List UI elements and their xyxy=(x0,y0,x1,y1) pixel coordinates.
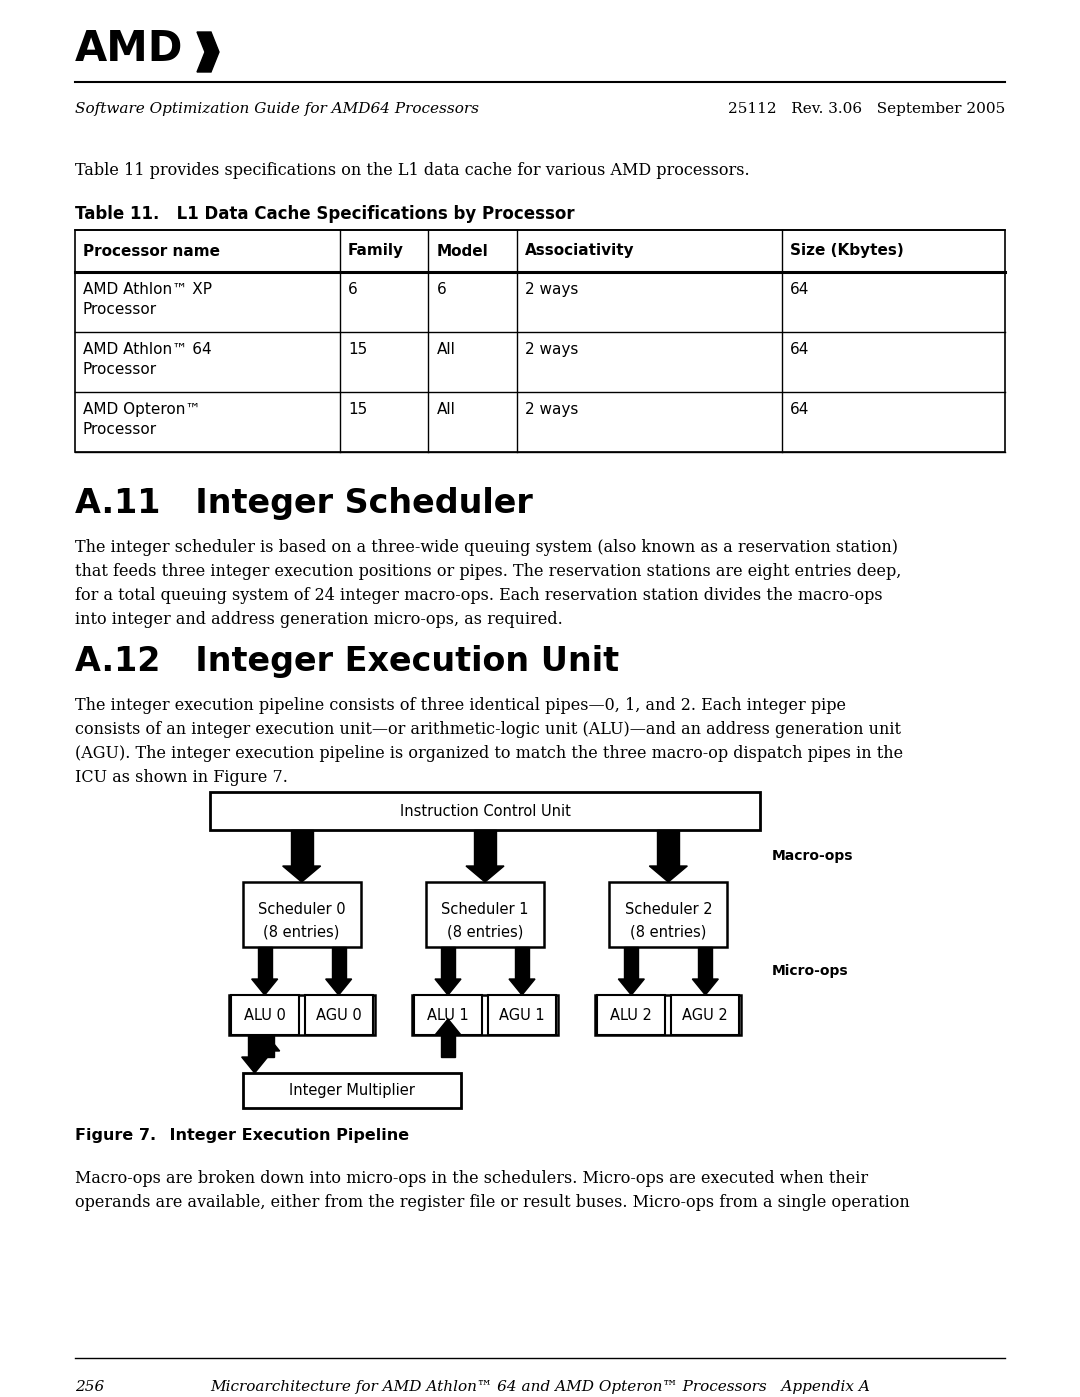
Polygon shape xyxy=(435,1018,461,1035)
Text: Size (Kbytes): Size (Kbytes) xyxy=(789,243,904,258)
Text: AGU 1: AGU 1 xyxy=(499,1007,544,1023)
Text: ALU 1: ALU 1 xyxy=(427,1007,469,1023)
Bar xyxy=(210,792,760,830)
Text: ALU 2: ALU 2 xyxy=(610,1007,652,1023)
Polygon shape xyxy=(283,866,321,882)
Polygon shape xyxy=(197,32,219,73)
Text: Macro-ops are broken down into micro-ops in the schedulers. Micro-ops are execut: Macro-ops are broken down into micro-ops… xyxy=(75,1171,909,1211)
Bar xyxy=(243,882,361,947)
Bar xyxy=(441,947,455,979)
Bar xyxy=(75,231,1005,453)
Bar xyxy=(305,995,373,1035)
Text: 64: 64 xyxy=(789,342,809,358)
Bar xyxy=(515,947,529,979)
Bar xyxy=(488,995,556,1035)
Text: 2 ways: 2 ways xyxy=(525,402,578,416)
Bar xyxy=(291,830,313,866)
Bar xyxy=(699,947,713,979)
Text: The integer execution pipeline consists of three identical pipes—0, 1, and 2. Ea: The integer execution pipeline consists … xyxy=(75,697,903,787)
Text: Scheduler 1: Scheduler 1 xyxy=(442,902,529,918)
Text: 256: 256 xyxy=(75,1380,105,1394)
Bar xyxy=(229,995,375,1035)
Bar xyxy=(658,830,679,866)
Polygon shape xyxy=(465,866,504,882)
Text: Micro-ops: Micro-ops xyxy=(772,964,849,978)
Bar xyxy=(411,995,558,1035)
Bar xyxy=(414,995,482,1035)
Bar xyxy=(259,1035,273,1058)
Text: 64: 64 xyxy=(789,282,809,298)
Polygon shape xyxy=(252,979,278,995)
Text: Family: Family xyxy=(348,243,404,258)
Bar xyxy=(426,882,544,947)
Bar xyxy=(474,830,496,866)
Text: Table 11 provides specifications on the L1 data cache for various AMD processors: Table 11 provides specifications on the … xyxy=(75,162,750,179)
Bar xyxy=(247,1035,261,1058)
Polygon shape xyxy=(649,866,687,882)
Text: Integer Multiplier: Integer Multiplier xyxy=(289,1083,415,1098)
Text: Associativity: Associativity xyxy=(525,243,634,258)
Bar xyxy=(609,882,727,947)
Text: AMD Opteron™
Processor: AMD Opteron™ Processor xyxy=(83,402,201,437)
Text: (8 entries): (8 entries) xyxy=(447,925,523,940)
Bar xyxy=(231,995,299,1035)
Bar xyxy=(624,947,638,979)
Polygon shape xyxy=(619,979,645,995)
Polygon shape xyxy=(435,979,461,995)
Bar xyxy=(595,995,741,1035)
Text: Scheduler 0: Scheduler 0 xyxy=(258,902,346,918)
Text: All: All xyxy=(436,342,456,358)
Text: A.12   Integer Execution Unit: A.12 Integer Execution Unit xyxy=(75,645,619,678)
Text: 6: 6 xyxy=(348,282,357,298)
Text: ALU 0: ALU 0 xyxy=(244,1007,285,1023)
Text: Macro-ops: Macro-ops xyxy=(772,849,853,863)
Bar xyxy=(441,1035,455,1058)
Text: 2 ways: 2 ways xyxy=(525,282,578,298)
Text: AMD Athlon™ 64
Processor: AMD Athlon™ 64 Processor xyxy=(83,342,212,377)
Bar xyxy=(243,1073,461,1108)
Text: Processor name: Processor name xyxy=(83,243,220,258)
Text: The integer scheduler is based on a three-wide queuing system (also known as a r: The integer scheduler is based on a thre… xyxy=(75,539,902,629)
Polygon shape xyxy=(254,1035,280,1051)
Polygon shape xyxy=(509,979,535,995)
Text: Scheduler 2: Scheduler 2 xyxy=(624,902,712,918)
Text: Software Optimization Guide for AMD64 Processors: Software Optimization Guide for AMD64 Pr… xyxy=(75,102,480,116)
Text: All: All xyxy=(436,402,456,416)
Text: 6: 6 xyxy=(436,282,446,298)
Text: Microarchitecture for AMD Athlon™ 64 and AMD Opteron™ Processors   Appendix A: Microarchitecture for AMD Athlon™ 64 and… xyxy=(211,1380,869,1394)
Bar xyxy=(672,995,740,1035)
Text: 15: 15 xyxy=(348,342,367,358)
Text: Figure 7.: Figure 7. xyxy=(75,1127,157,1143)
Text: (8 entries): (8 entries) xyxy=(264,925,340,940)
Text: A.11   Integer Scheduler: A.11 Integer Scheduler xyxy=(75,488,532,520)
Text: 15: 15 xyxy=(348,402,367,416)
Text: AMD Athlon™ XP
Processor: AMD Athlon™ XP Processor xyxy=(83,282,212,317)
Text: AGU 2: AGU 2 xyxy=(683,1007,728,1023)
Polygon shape xyxy=(242,1058,268,1073)
Text: Integer Execution Pipeline: Integer Execution Pipeline xyxy=(147,1127,409,1143)
Text: AMD: AMD xyxy=(75,28,184,70)
Text: 2 ways: 2 ways xyxy=(525,342,578,358)
Text: Model: Model xyxy=(436,243,488,258)
Text: AGU 0: AGU 0 xyxy=(315,1007,362,1023)
Bar xyxy=(332,947,346,979)
Text: 25112   Rev. 3.06   September 2005: 25112 Rev. 3.06 September 2005 xyxy=(728,102,1005,116)
Text: Table 11.   L1 Data Cache Specifications by Processor: Table 11. L1 Data Cache Specifications b… xyxy=(75,205,575,224)
Text: Instruction Control Unit: Instruction Control Unit xyxy=(400,803,570,819)
Text: 64: 64 xyxy=(789,402,809,416)
Polygon shape xyxy=(326,979,352,995)
Polygon shape xyxy=(692,979,718,995)
Bar xyxy=(597,995,665,1035)
Bar xyxy=(258,947,272,979)
Text: (8 entries): (8 entries) xyxy=(630,925,706,940)
